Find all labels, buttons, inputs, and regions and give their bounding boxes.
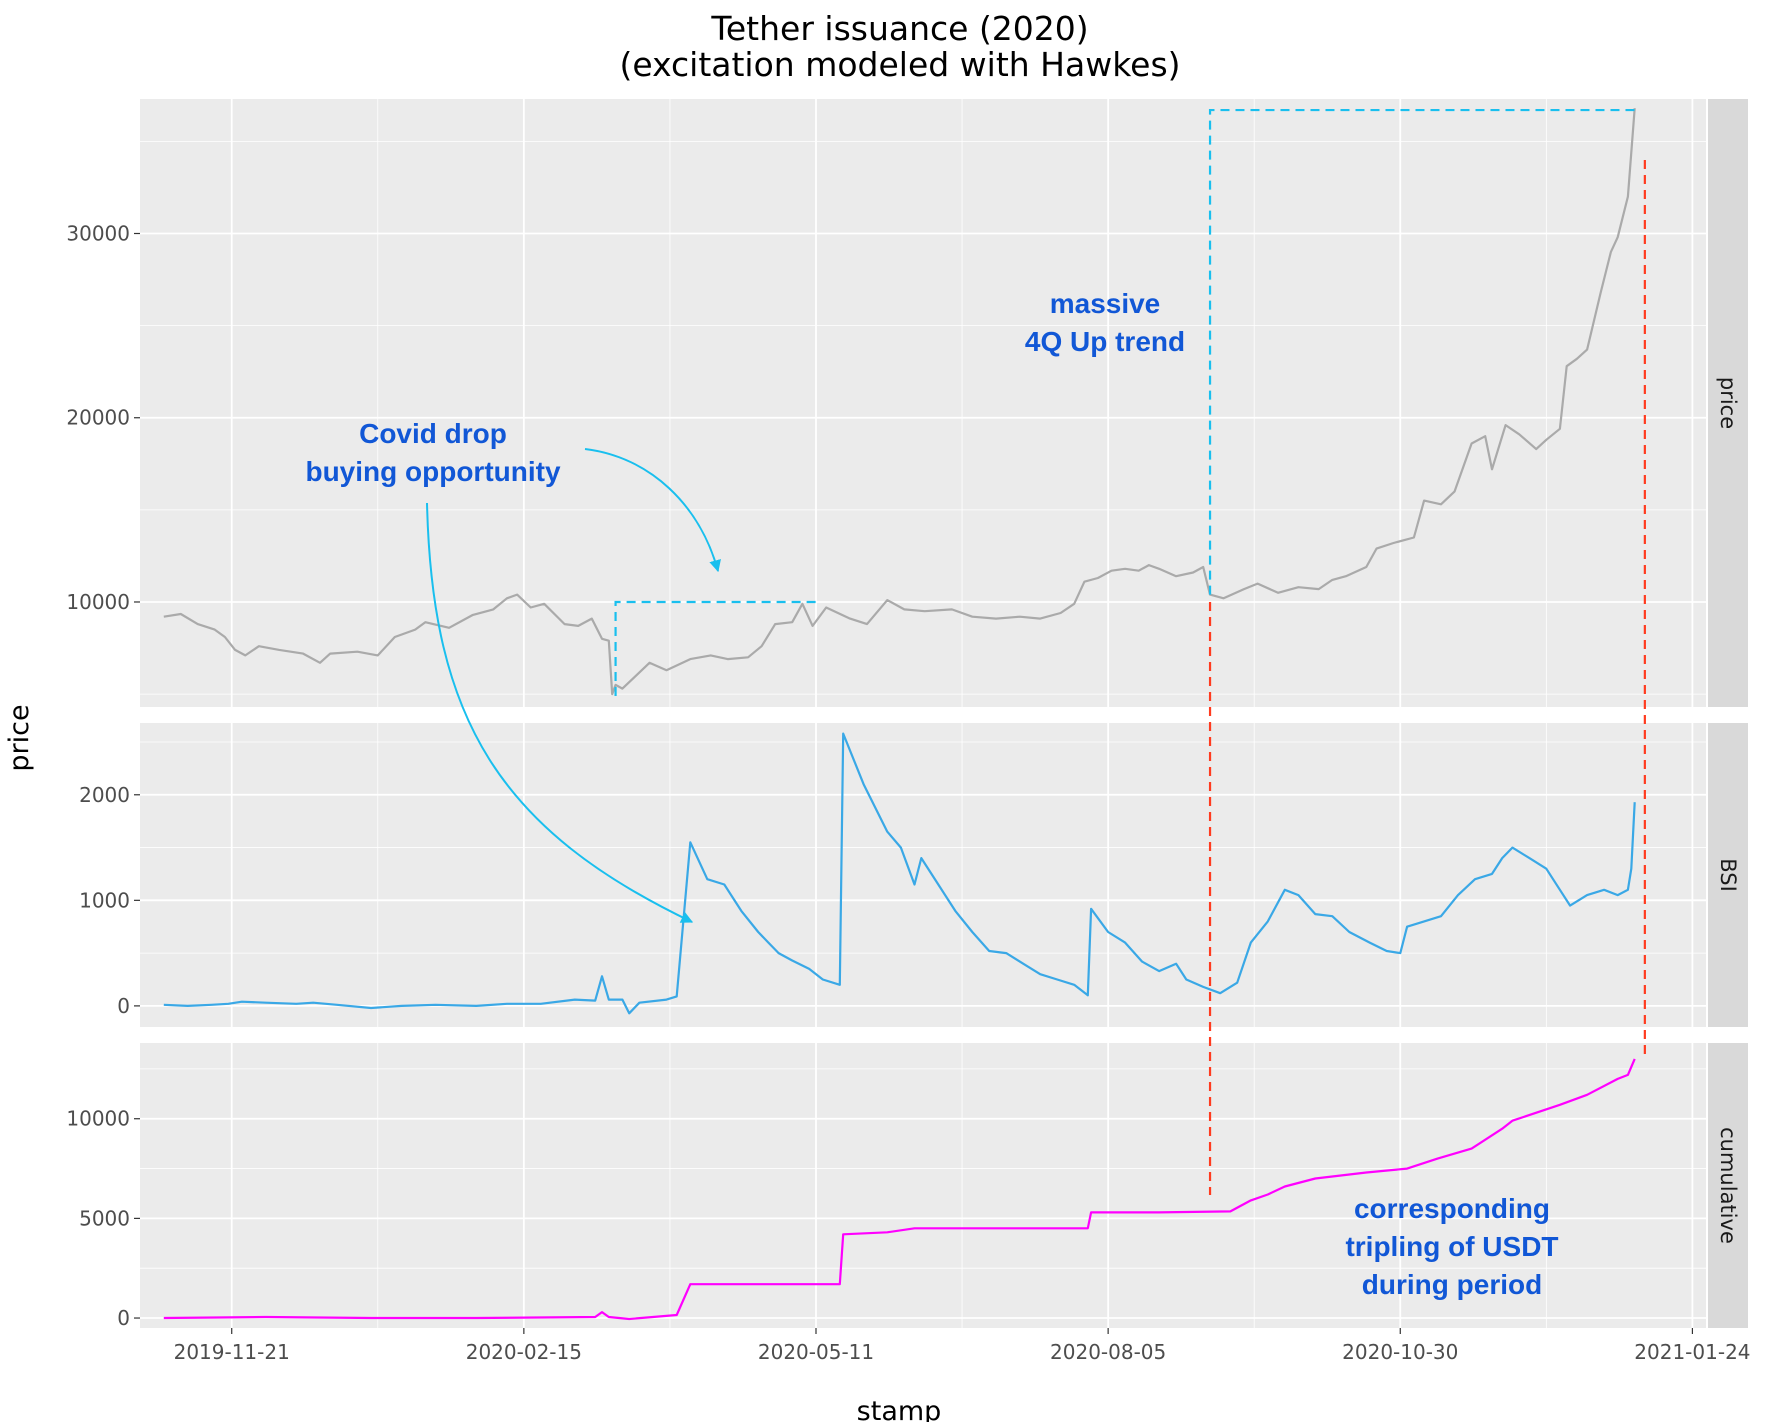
x-tick-label: 2021-01-24	[1634, 1340, 1750, 1364]
annotation-usdt-line1: corresponding	[1354, 1193, 1550, 1224]
facet-strip-label: cumulative	[1716, 1127, 1740, 1244]
uptrend-dashed-bracket	[1208, 108, 1635, 595]
facet-strip	[1708, 723, 1748, 1027]
x-tick-label: 2019-11-21	[174, 1340, 290, 1364]
y-tick-label: 30000	[66, 221, 130, 245]
y-tick-label: 0	[117, 1306, 130, 1330]
annotation-uptrend-line2: 4Q Up trend	[1025, 326, 1185, 357]
annotation-uptrend-line1: massive	[1050, 288, 1161, 319]
y-tick-label: 20000	[66, 406, 130, 430]
chart-title: Tether issuance (2020)	[710, 9, 1088, 48]
series-line-cumulative	[163, 1058, 1636, 1321]
panel-background	[140, 1043, 1706, 1328]
y-tick-label: 1000	[79, 888, 130, 912]
x-axis-title: stamp	[857, 1396, 942, 1422]
y-tick-label: 2000	[79, 783, 130, 807]
covid-dashed-bracket	[614, 600, 820, 696]
annotation-usdt-line3: during period	[1362, 1269, 1542, 1300]
series-line-bsi	[163, 732, 1636, 1015]
facet-strip-label: price	[1716, 377, 1740, 429]
facet-panels: 10000 20000 30000 price 0 1000 2000 BSI 0 5000 100…	[66, 99, 1751, 1364]
annotation-usdt-line2: tripling of USDT	[1345, 1231, 1558, 1262]
x-tick-label: 2020-05-11	[758, 1340, 874, 1364]
x-tick-label: 2020-10-30	[1342, 1340, 1458, 1364]
annotation-overlay: Covid drop buying opportunity massive 4Q Up…	[305, 108, 1646, 1300]
y-tick-label: 5000	[79, 1206, 130, 1230]
y-tick-label: 10000	[66, 590, 130, 614]
series-line-price	[163, 108, 1636, 696]
arrow-to-price-dip	[584, 448, 721, 573]
y-tick-label: 10000	[66, 1107, 130, 1131]
facet-strip	[1708, 99, 1748, 707]
y-axis-title: price	[4, 704, 35, 771]
annotation-covid-line2: buying opportunity	[305, 456, 560, 487]
arrow-to-bsi-spike	[426, 502, 694, 923]
panel-background	[140, 99, 1706, 707]
chart-subtitle: (excitation modeled with Hawkes)	[619, 45, 1180, 84]
facet-strip	[1708, 1043, 1748, 1328]
panel-background	[140, 723, 1706, 1027]
facet-strip-label: BSI	[1716, 858, 1740, 892]
x-tick-label: 2020-02-15	[466, 1340, 582, 1364]
annotation-covid-line1: Covid drop	[359, 418, 507, 449]
x-tick-label: 2020-08-05	[1050, 1340, 1166, 1364]
y-tick-label: 0	[117, 994, 130, 1018]
